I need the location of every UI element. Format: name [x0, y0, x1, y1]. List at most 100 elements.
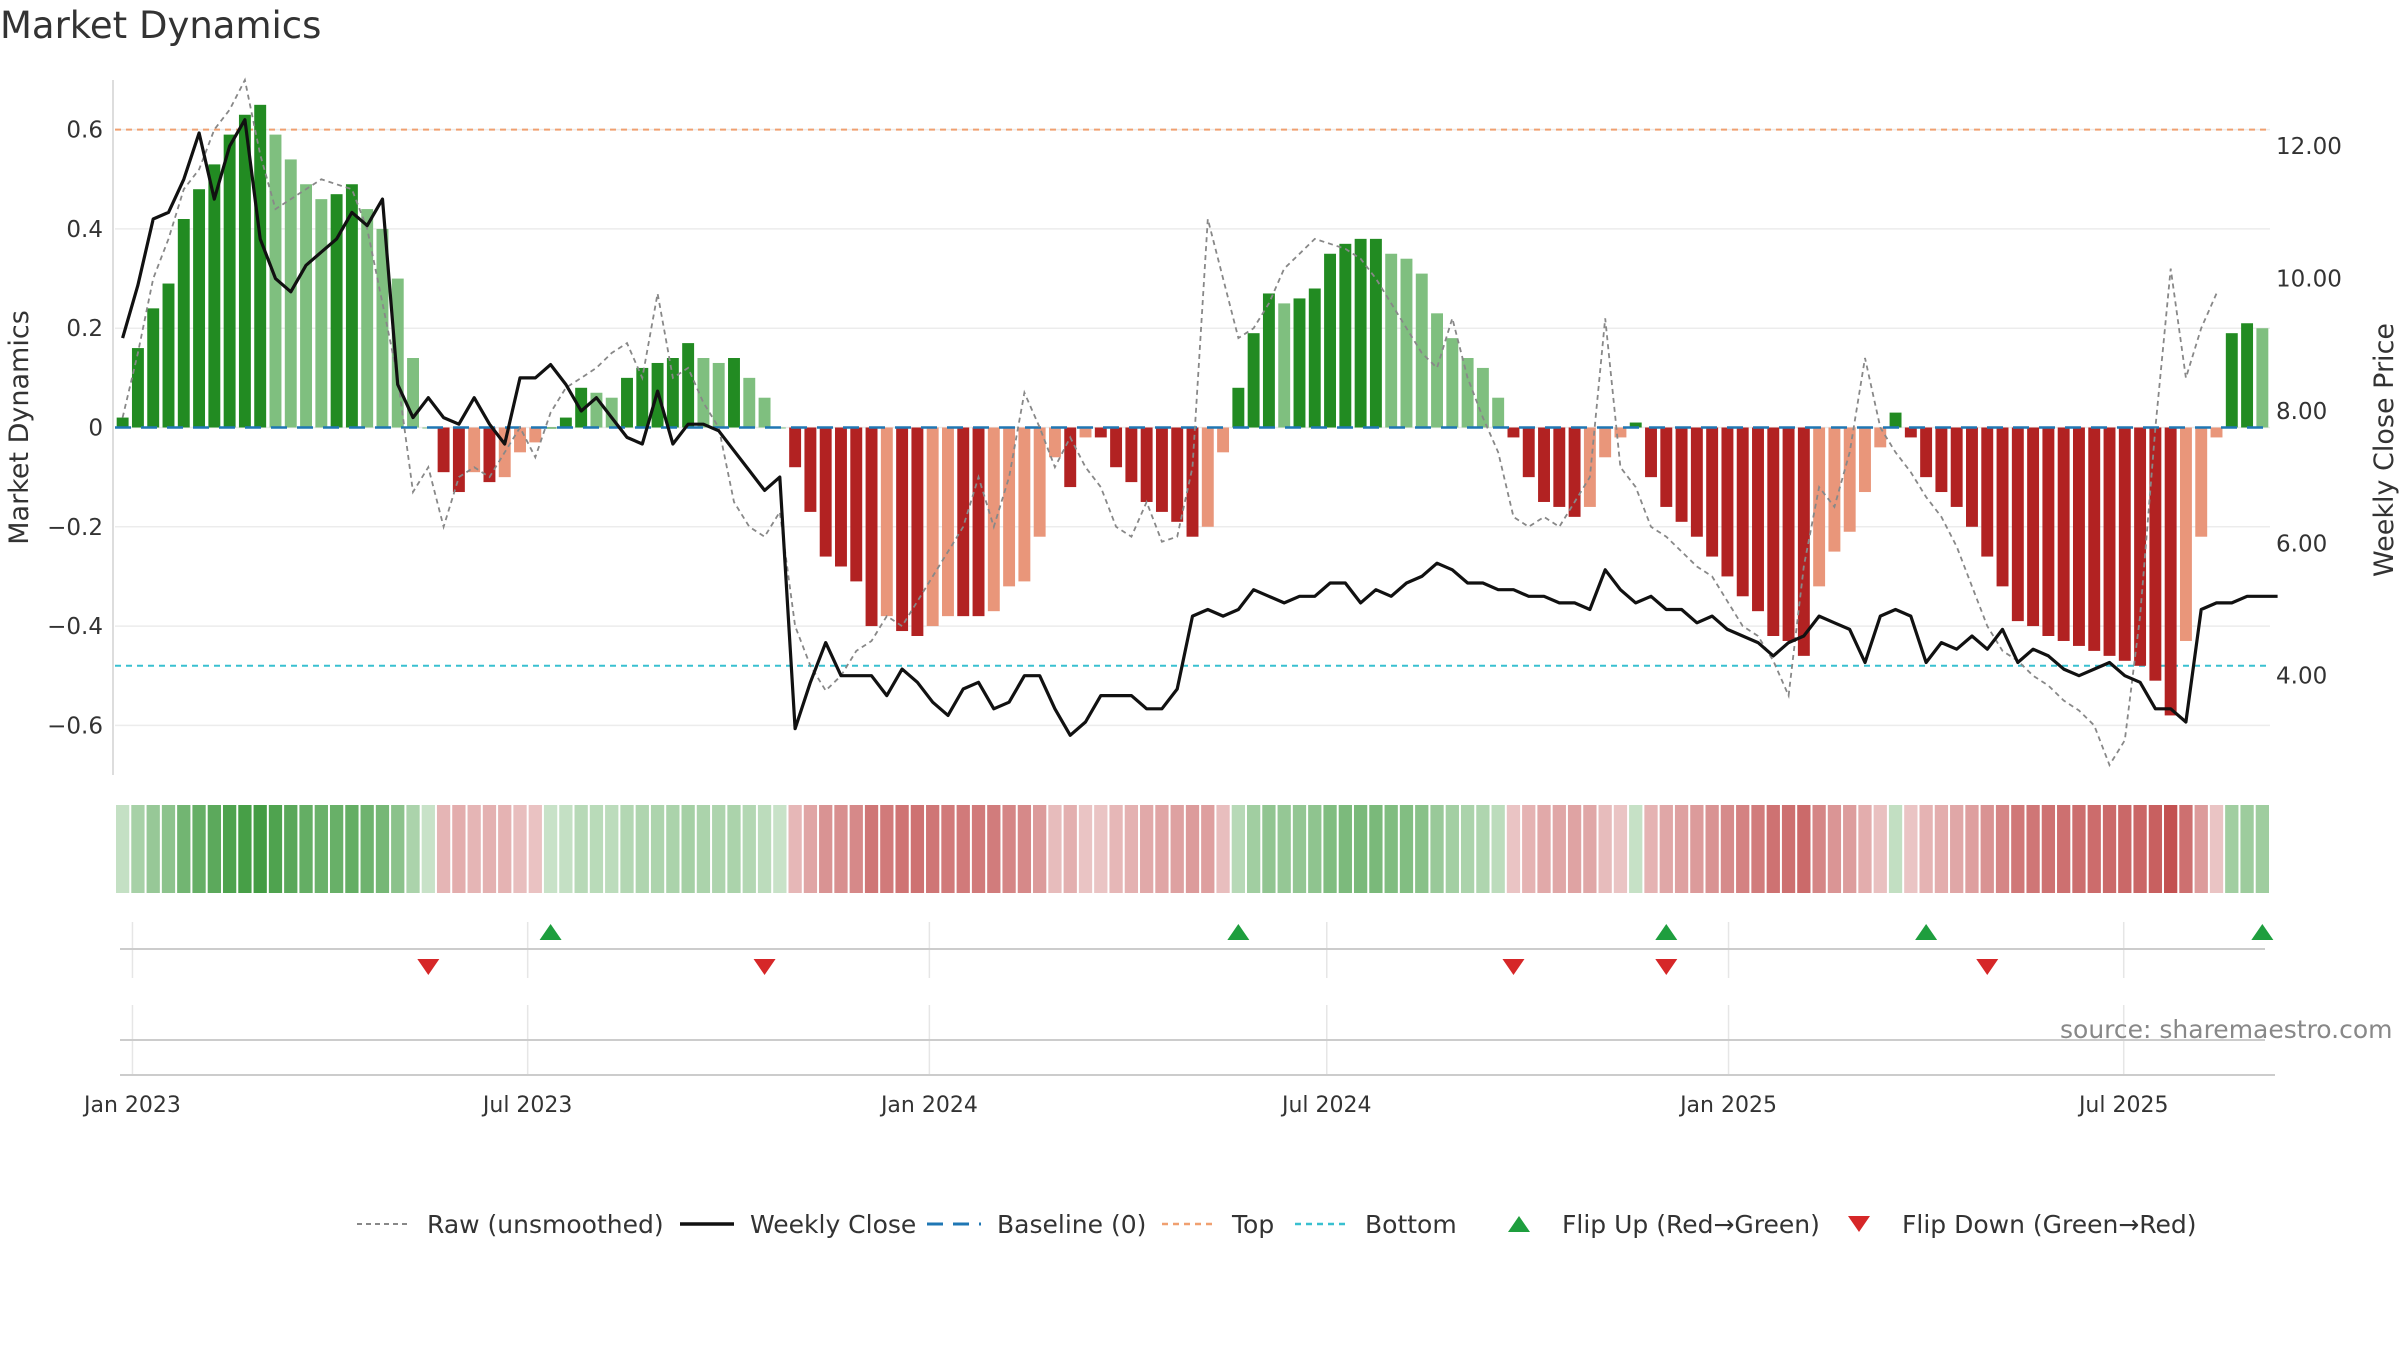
bar [957, 427, 970, 617]
bar [682, 343, 695, 428]
heat-cell [1766, 805, 1780, 893]
heat-cell [1950, 805, 1964, 893]
heat-cell [2194, 805, 2208, 893]
bar [605, 397, 618, 428]
bar [1660, 427, 1673, 507]
bar [2103, 427, 2116, 656]
bar [804, 427, 817, 512]
y-axis-label-left: Market Dynamics [4, 310, 35, 545]
bar [1996, 427, 2009, 587]
flip-down-marker [417, 959, 440, 975]
x-tick-label: Jan 2024 [879, 1093, 978, 1118]
bar [1950, 427, 1963, 507]
bar [1079, 427, 1092, 438]
heat-cell [2118, 805, 2132, 893]
heat-cell [406, 805, 420, 893]
heat-cell [941, 805, 955, 893]
heat-cell [1797, 805, 1811, 893]
source-note: source: sharemaestro.com [2060, 1015, 2393, 1044]
heat-cell [1430, 805, 1444, 893]
bar [1431, 313, 1443, 428]
bar [376, 228, 389, 428]
heat-cell [2133, 805, 2147, 893]
legend-item-flip_up: Flip Up (Red→Green) [1490, 1198, 1820, 1250]
flip-up-marker [2251, 924, 2274, 940]
bar [468, 427, 481, 473]
heat-cell [1736, 805, 1750, 893]
bar [529, 427, 542, 443]
bar [1140, 427, 1153, 502]
legend-label: Flip Down (Green→Red) [1902, 1209, 2197, 1239]
bar [1874, 427, 1887, 448]
bar [254, 104, 267, 428]
heat-cell [238, 805, 252, 893]
heat-cell [2057, 805, 2071, 893]
bar [1813, 427, 1826, 587]
heat-cell [559, 805, 573, 893]
heat-cell [452, 805, 466, 893]
bar [2027, 427, 2040, 627]
heat-cell [1476, 805, 1490, 893]
bar [2256, 328, 2269, 428]
bar [1752, 427, 1764, 612]
heat-cell [436, 805, 451, 893]
bar [1675, 427, 1688, 522]
heat-cell [2026, 805, 2040, 893]
heat-cell [1781, 805, 1796, 893]
legend-swatch-flip_down [1848, 1216, 1870, 1232]
bar [972, 427, 985, 617]
heat-cell [635, 805, 649, 893]
right-tick-label: 4.00 [2276, 664, 2327, 690]
heat-cell [2255, 805, 2269, 893]
heat-cell [299, 805, 313, 893]
bar [1400, 258, 1413, 428]
bar [2164, 427, 2177, 716]
bar [865, 427, 878, 627]
bar [544, 427, 557, 429]
heat-cell [1033, 805, 1047, 893]
bar [1278, 303, 1291, 428]
x-tick-label: Jan 2023 [82, 1093, 181, 1118]
heat-cell [116, 805, 130, 893]
heat-cell [421, 805, 435, 893]
heat-cell [1751, 805, 1765, 893]
legend-label: Weekly Close [750, 1209, 917, 1239]
right-tick-label: 10.00 [2276, 267, 2342, 293]
bar [2241, 323, 2254, 428]
heat-cell [757, 805, 772, 893]
x-tick-label: Jul 2024 [1280, 1093, 1372, 1118]
legend-item-flip_down: Flip Down (Green→Red) [1830, 1198, 2197, 1250]
right-tick-label: 12.00 [2276, 134, 2342, 160]
heat-cell [1843, 805, 1857, 893]
bar [559, 417, 572, 428]
flip-up-marker [1227, 924, 1250, 940]
heat-cell [1705, 805, 1719, 893]
heat-cell [620, 805, 634, 893]
heat-cell [1873, 805, 1887, 893]
heat-cell [513, 805, 527, 893]
bar [2225, 333, 2238, 428]
bar [2179, 427, 2192, 641]
right-tick-label: 6.00 [2276, 531, 2327, 557]
bar [636, 367, 649, 428]
heat-cell [650, 805, 665, 893]
bar [1324, 253, 1337, 428]
legend-label: Flip Up (Red→Green) [1562, 1209, 1820, 1239]
legend-swatch-bottom [1295, 1222, 1349, 1226]
heat-cell [2148, 805, 2163, 893]
heat-cell [1078, 805, 1093, 893]
bar [1446, 338, 1459, 428]
bar [1889, 412, 1902, 428]
heat-cell [1995, 805, 2010, 893]
bar [1920, 427, 1933, 478]
bars-group [116, 104, 2269, 716]
heat-cell [375, 805, 390, 893]
heat-cell [2209, 805, 2224, 893]
bar [177, 219, 190, 428]
y-axis-label-right: Weekly Close Price [2369, 323, 2400, 577]
bar [1981, 427, 1994, 557]
bar [590, 392, 603, 428]
heat-cell [1338, 805, 1352, 893]
bar [162, 283, 175, 428]
